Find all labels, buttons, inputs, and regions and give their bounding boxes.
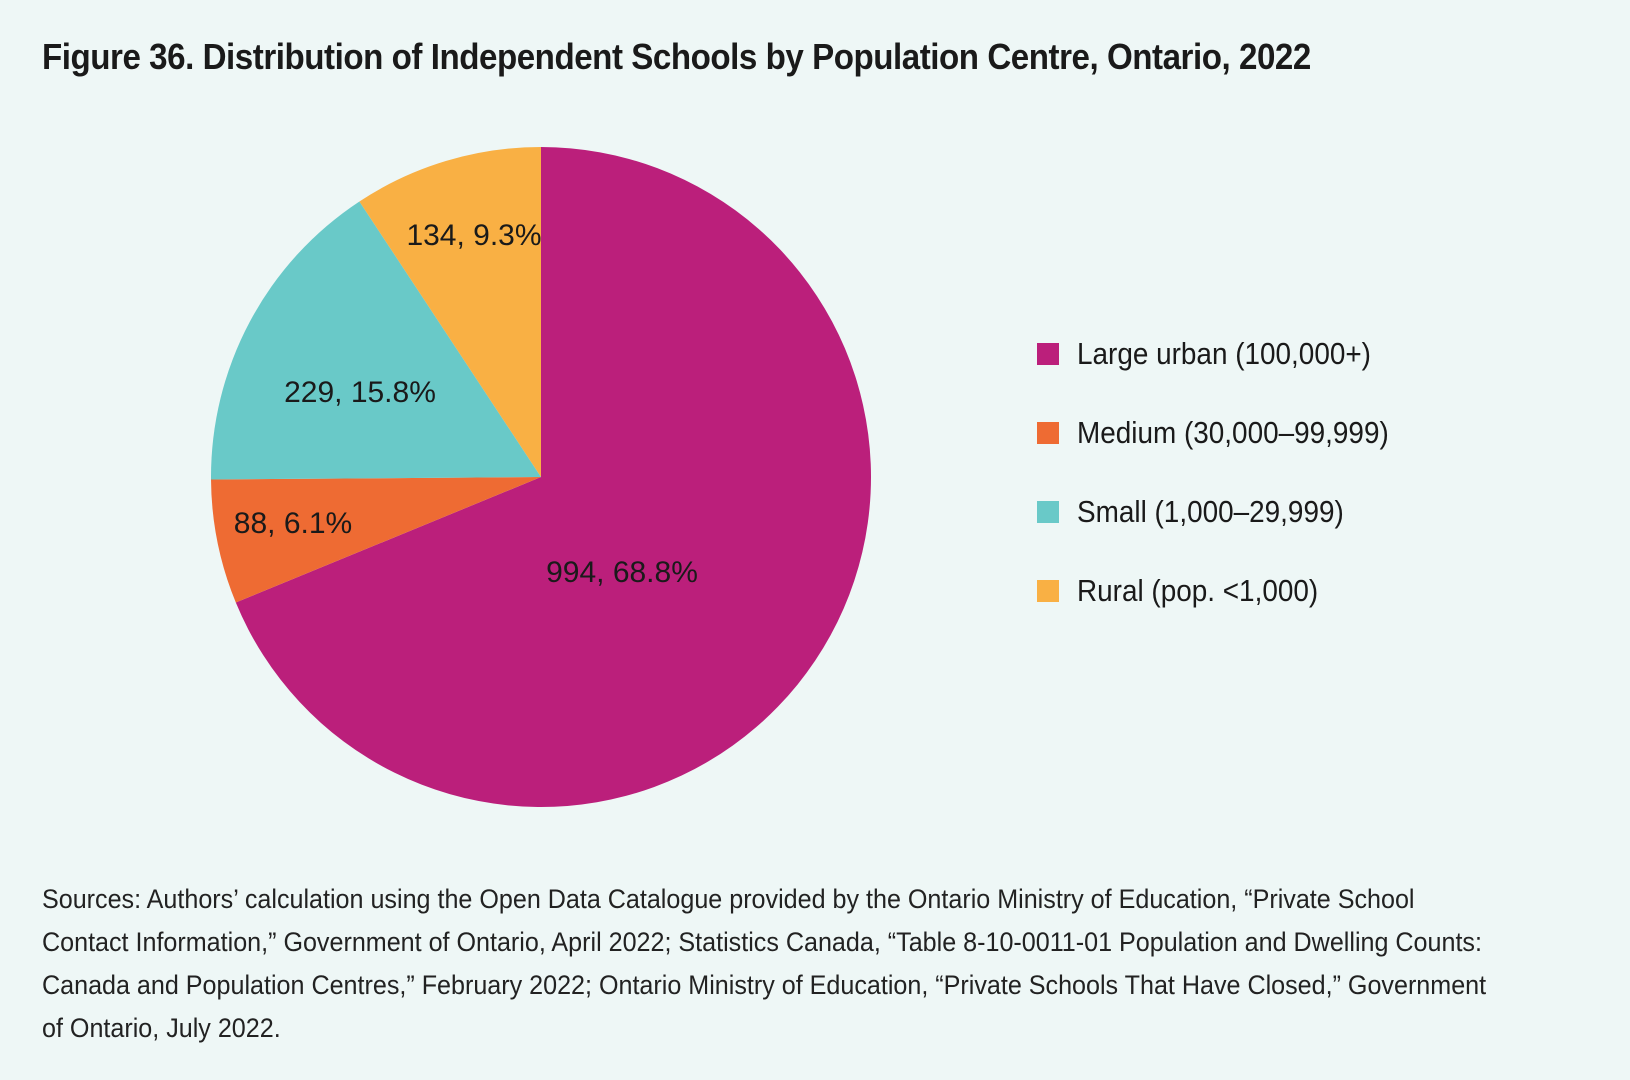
legend-item-rural: Rural (pop. <1,000) <box>1037 571 1423 611</box>
legend-swatch-medium <box>1037 422 1059 444</box>
legend-swatch-small <box>1037 501 1059 523</box>
legend-swatch-rural <box>1037 580 1059 602</box>
legend-item-large-urban: Large urban (100,000+) <box>1037 334 1423 374</box>
chart-title: Figure 36. Distribution of Independent S… <box>42 36 1311 77</box>
slice-label-3: 229, 15.8% <box>284 376 436 409</box>
legend: Large urban (100,000+) Medium (30,000–99… <box>1037 334 1423 650</box>
legend-swatch-large-urban <box>1037 343 1059 365</box>
legend-label-small: Small (1,000–29,999) <box>1077 494 1344 529</box>
legend-label-medium: Medium (30,000–99,999) <box>1077 415 1389 450</box>
legend-label-large-urban: Large urban (100,000+) <box>1077 336 1371 371</box>
pie-slice-1 <box>235 147 871 807</box>
pie-slice-2 <box>211 477 541 603</box>
pie-slice-3 <box>211 201 541 480</box>
legend-label-rural: Rural (pop. <1,000) <box>1077 573 1319 608</box>
slice-label-2: 88, 6.1% <box>234 507 352 540</box>
pie-slice-4 <box>359 147 541 477</box>
sources-note: Sources: Authors’ calculation using the … <box>42 884 1487 1043</box>
slice-label-1: 994, 68.8% <box>546 556 698 589</box>
slice-label-4: 134, 9.3% <box>406 219 541 252</box>
legend-item-small: Small (1,000–29,999) <box>1037 492 1423 532</box>
legend-item-medium: Medium (30,000–99,999) <box>1037 413 1423 453</box>
